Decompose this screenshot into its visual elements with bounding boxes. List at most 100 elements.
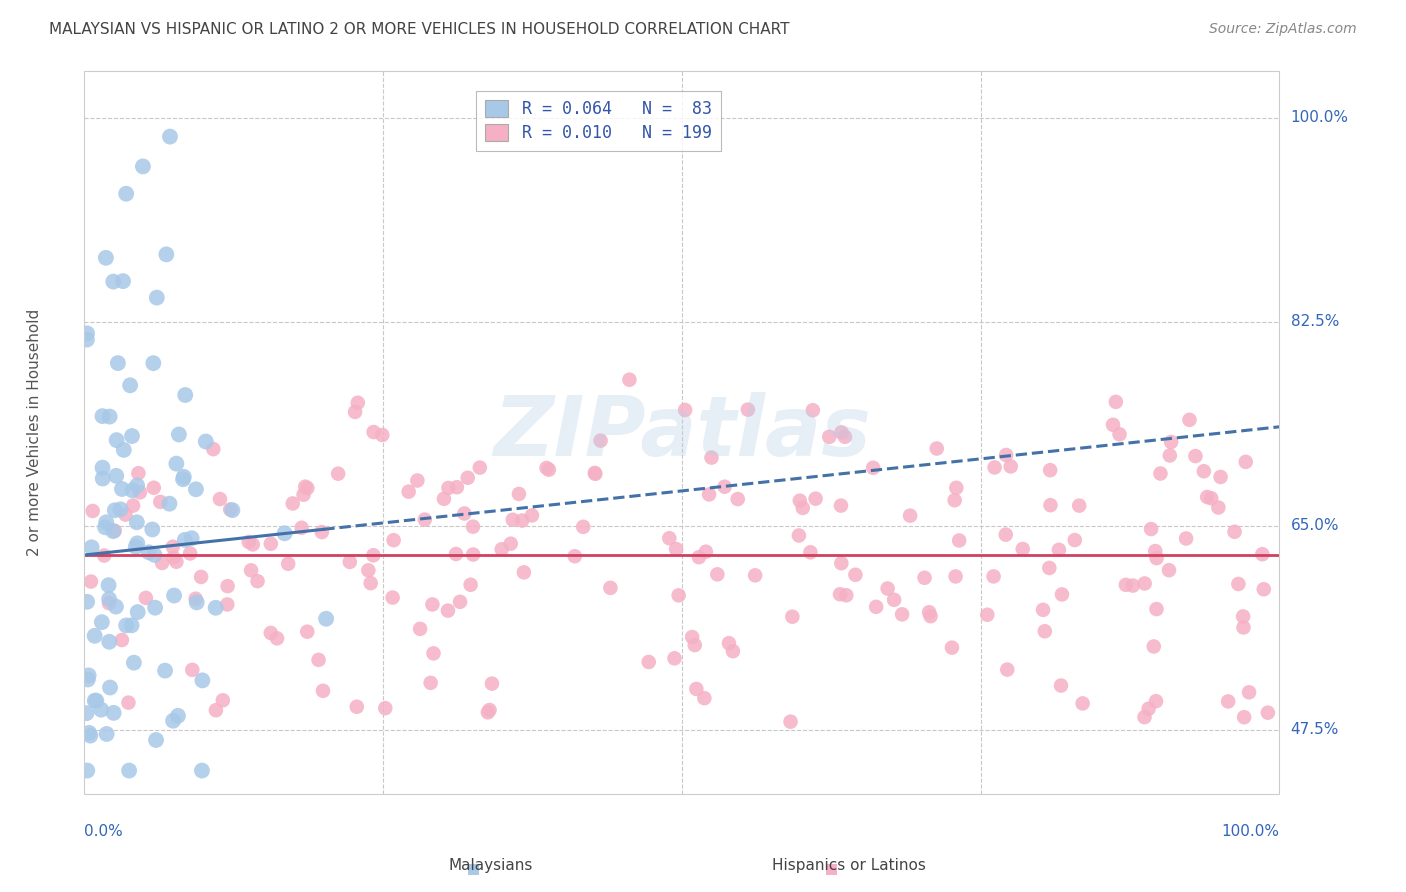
Point [346, 699, 368, 714]
Point [143, 600, 166, 615]
Point [143, 548, 166, 562]
Point [219, 502, 242, 516]
Point [111, 274, 134, 288]
Point [499, 537, 522, 551]
Point [76, 333, 98, 347]
Point [688, 550, 710, 565]
Point [1069, 499, 1091, 513]
Point [179, 546, 201, 560]
Point [1178, 413, 1201, 427]
Point [292, 488, 315, 502]
Point [346, 396, 368, 410]
Point [453, 507, 475, 521]
Point [172, 472, 194, 486]
Point [238, 535, 260, 549]
Point [363, 425, 385, 439]
Point [266, 632, 288, 646]
Point [844, 567, 866, 582]
Point [583, 467, 606, 481]
Point [97, 578, 120, 592]
Point [891, 607, 914, 622]
Point [1047, 542, 1070, 557]
Point [315, 612, 337, 626]
Point [122, 656, 145, 670]
Point [460, 578, 482, 592]
Point [876, 582, 898, 596]
Text: 2 or more Vehicles in Household: 2 or more Vehicles in Household [27, 309, 42, 557]
Point [422, 646, 444, 660]
Point [291, 521, 314, 535]
Point [398, 484, 420, 499]
Point [121, 429, 143, 443]
Point [1184, 449, 1206, 463]
Point [1143, 640, 1166, 654]
Point [142, 481, 165, 495]
Point [463, 548, 485, 562]
Point [737, 402, 759, 417]
Point [1149, 467, 1171, 481]
Point [110, 502, 132, 516]
Point [925, 442, 948, 456]
Point [98, 592, 121, 607]
Point [312, 683, 335, 698]
Point [132, 160, 155, 174]
Point [1157, 563, 1180, 577]
Text: Source: ZipAtlas.com: Source: ZipAtlas.com [1209, 22, 1357, 37]
Point [115, 186, 138, 201]
Point [685, 681, 707, 696]
Point [142, 356, 165, 370]
Point [1253, 582, 1275, 597]
Point [583, 466, 606, 480]
Point [658, 531, 681, 545]
Point [1108, 427, 1130, 442]
Point [103, 275, 125, 289]
Point [159, 129, 181, 144]
Point [77, 668, 100, 682]
Point [1038, 561, 1060, 575]
Point [1232, 620, 1254, 634]
Point [111, 633, 134, 648]
Point [834, 430, 856, 444]
Point [619, 373, 641, 387]
Point [339, 555, 361, 569]
Point [668, 588, 690, 602]
Point [792, 500, 814, 515]
Text: 100.0%: 100.0% [1222, 824, 1279, 839]
Point [1233, 710, 1256, 724]
Point [184, 591, 207, 606]
Point [93, 549, 115, 563]
Point [1208, 500, 1230, 515]
Point [883, 592, 905, 607]
Point [789, 493, 811, 508]
Point [104, 503, 127, 517]
Point [481, 676, 503, 690]
Text: 47.5%: 47.5% [1291, 723, 1339, 738]
Point [1175, 532, 1198, 546]
Point [208, 491, 231, 506]
Point [115, 618, 138, 632]
Point [167, 709, 190, 723]
Point [374, 701, 396, 715]
Point [138, 545, 160, 559]
Point [779, 714, 801, 729]
Point [513, 566, 536, 580]
Point [76, 673, 98, 687]
Point [173, 470, 195, 484]
Point [159, 497, 181, 511]
Point [80, 541, 103, 555]
Point [83, 629, 105, 643]
Point [104, 599, 127, 614]
Point [165, 457, 187, 471]
Point [409, 622, 432, 636]
Point [1144, 544, 1167, 558]
Point [221, 503, 243, 517]
Point [865, 599, 887, 614]
Point [744, 568, 766, 582]
Point [995, 448, 1018, 462]
Point [1146, 602, 1168, 616]
Point [491, 542, 513, 557]
Point [308, 653, 330, 667]
Point [1039, 463, 1062, 477]
Point [914, 571, 936, 585]
Point [128, 485, 150, 500]
